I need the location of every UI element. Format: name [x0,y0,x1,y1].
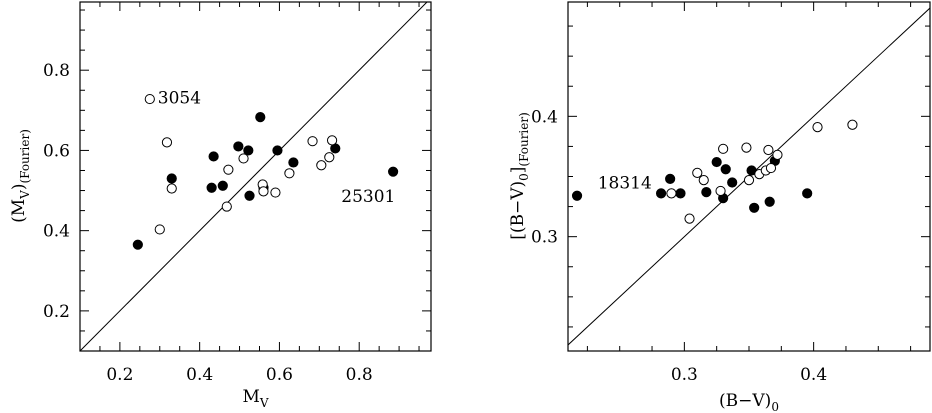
filled-point [665,173,676,185]
y-tick-label: 0.4 [43,222,70,242]
open-point [223,164,234,175]
filled-point [655,188,667,199]
filled-point [675,188,686,199]
filled-point [701,187,712,198]
point-annotation: 3054 [158,88,201,108]
filled-point [727,177,738,188]
y-tick-label: 0.4 [531,107,558,127]
x-tick-label: 0.8 [346,365,373,385]
open-point [741,142,752,153]
filled-point [802,188,813,199]
open-series [666,119,858,224]
x-tick-label: 0.2 [106,365,133,385]
x-tick-label: 0.6 [266,365,293,385]
filled-point [233,141,244,152]
filled-point [749,202,760,213]
plot-frame [79,1,432,352]
y-tick-label: 0.3 [531,228,558,248]
plot-frame [567,1,931,352]
x-tick-label: 0.4 [186,365,213,385]
open-point [284,168,295,179]
open-series [144,93,338,235]
point-annotation: 18314 [598,174,652,194]
x-axis-label: (B−V)0 [719,391,779,413]
open-point [847,119,858,130]
filled-point [255,112,266,123]
open-point [763,144,774,156]
filled-point [288,157,299,168]
filled-series [571,155,813,213]
filled-point [217,180,228,191]
filled-point [388,166,399,177]
open-point [154,224,165,235]
open-point [238,153,249,164]
y-axis-label: (MV)(Fourier) [9,129,32,223]
open-point [684,213,695,224]
x-tick-label: 0.3 [671,365,698,385]
open-point [144,93,155,105]
filled-point [711,156,722,168]
open-point [666,188,677,199]
y-tick-label: 0.6 [43,141,70,161]
open-point [715,185,726,197]
open-point [772,149,783,160]
open-point [221,201,232,212]
open-point [166,183,177,194]
identity-line [80,2,428,351]
y-axis-label: [(B−V)0](Fourier) [508,112,531,240]
x-axis-label: MV [242,387,268,410]
filled-point [244,190,255,201]
y-tick-label: 0.8 [43,61,70,81]
filled-point [132,239,143,250]
open-point [326,135,338,146]
open-point [718,143,729,154]
open-point [765,162,777,174]
open-point [161,137,173,148]
filled-point [243,145,254,156]
open-point [270,187,281,198]
filled-point [272,145,283,156]
point-annotation: 25301 [341,187,395,207]
panel-1: 0.2 0.4 0.6 0.8 0.2 0.4 0.6 0.8 MV (MV)(Fourier) 3… [9,1,432,410]
open-point [324,152,335,163]
filled-point [764,196,775,207]
open-point [258,186,269,197]
open-point [743,175,755,186]
open-point [692,167,703,178]
open-point [307,136,318,147]
open-point [698,175,709,186]
filled-point [166,173,177,184]
filled-point [206,182,217,193]
filled-point [571,190,583,201]
y-tick-label: 0.2 [43,302,70,322]
open-point [316,160,327,171]
panel-2: 0.3 0.4 0.3 0.4 (B−V)0 [(B−V)0](Fourier) 18314 [508,1,931,413]
x-tick-label: 0.4 [800,365,827,385]
filled-point [720,164,731,175]
filled-point [208,151,219,162]
open-point [812,122,823,133]
